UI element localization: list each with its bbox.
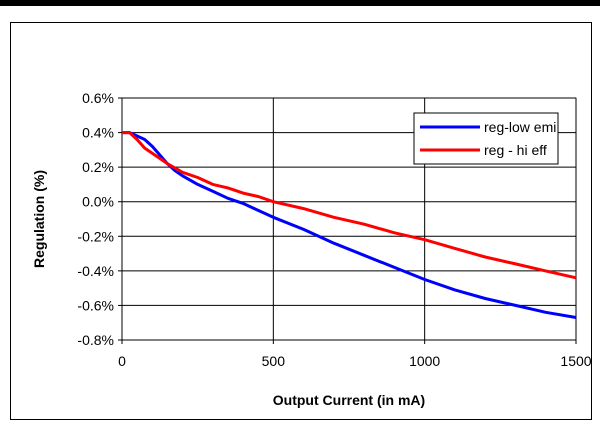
legend-box (413, 112, 559, 165)
series-lines (122, 131, 577, 319)
series-line-0 (122, 131, 577, 319)
legend-label-reg-hi-eff: reg - hi eff (484, 142, 547, 158)
series-line-1 (122, 131, 577, 280)
y-tick-labels: -0.8% -0.6% -0.4% -0.2% 0.0% 0.2% 0.4% 0.6% (77, 90, 114, 348)
x-tick-label: 0 (118, 353, 126, 369)
y-tick-label: -0.8% (77, 332, 114, 348)
y-axis-title: Regulation (%) (31, 170, 47, 268)
y-tick-label: -0.4% (77, 263, 114, 279)
y-tick-label: 0.4% (82, 125, 114, 141)
y-tick-label: 0.0% (82, 194, 114, 210)
legend: reg-low emi reg - hi eff (413, 112, 559, 165)
x-tick-label: 1500 (560, 353, 591, 369)
x-tick-labels: 0 500 1000 1500 (118, 353, 592, 369)
top-border-bar (0, 0, 600, 6)
y-tick-label: -0.2% (77, 228, 114, 244)
x-tick-label: 1000 (409, 353, 440, 369)
y-tick-label: 0.6% (82, 90, 114, 106)
x-axis-title: Output Current (in mA) (273, 392, 425, 408)
y-tick-label: 0.2% (82, 159, 114, 175)
y-tick-label: -0.6% (77, 297, 114, 313)
x-tick-label: 500 (262, 353, 286, 369)
legend-label-reg-low-emi: reg-low emi (484, 119, 556, 135)
